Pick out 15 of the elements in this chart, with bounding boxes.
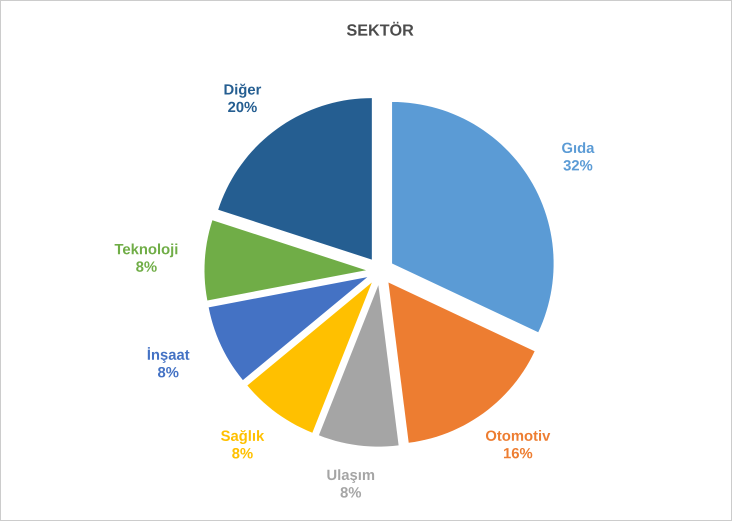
slice-label: Otomotiv [486,430,550,441]
slice-label: Teknoloji [114,243,178,258]
data-label: 20% [228,102,257,112]
data-label: 8% [340,487,362,498]
data-label: 8% [158,366,179,378]
slice-label: Ulaşım [327,469,374,484]
data-label: 32% [563,160,592,171]
slice-label: Gıda [562,142,594,154]
data-label: 8% [136,261,157,272]
slice-label: İnşaat [148,347,190,363]
data-label: 16% [504,448,532,458]
slice-label: Diğer [224,84,262,98]
chart-title: SEKTÖR [346,22,414,36]
slice-label: Sağlık [221,430,264,444]
data-label: 8% [232,448,253,459]
